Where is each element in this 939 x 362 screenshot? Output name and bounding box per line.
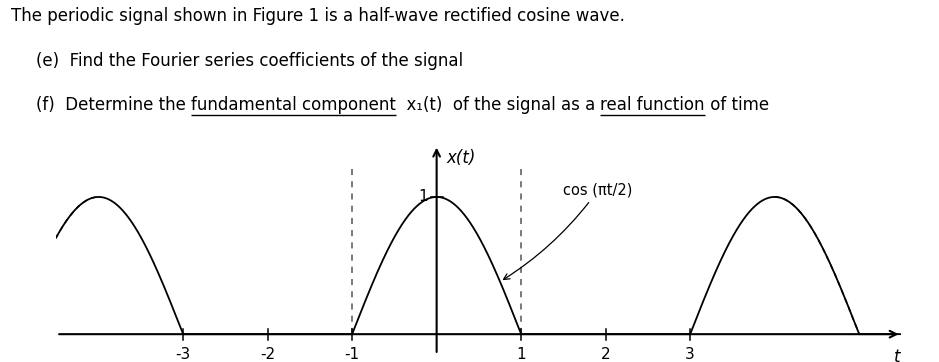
Text: fundamental component: fundamental component xyxy=(191,96,395,114)
Text: cos (πt/2): cos (πt/2) xyxy=(503,182,633,279)
Text: (e)  Find the Fourier series coefficients of the signal: (e) Find the Fourier series coefficients… xyxy=(36,52,463,70)
Text: x(t): x(t) xyxy=(447,148,476,167)
Text: of time: of time xyxy=(704,96,769,114)
Text: 3: 3 xyxy=(685,346,695,362)
Text: -3: -3 xyxy=(176,346,191,362)
Text: t: t xyxy=(894,348,901,362)
Text: real function: real function xyxy=(600,96,704,114)
Text: 1: 1 xyxy=(516,346,526,362)
Text: -2: -2 xyxy=(260,346,275,362)
Text: The periodic signal shown in Figure 1 is a half-wave rectified cosine wave.: The periodic signal shown in Figure 1 is… xyxy=(11,7,625,25)
Text: x₁(t)  of the signal as a: x₁(t) of the signal as a xyxy=(395,96,600,114)
Text: 2: 2 xyxy=(601,346,610,362)
Text: 1: 1 xyxy=(419,189,428,205)
Text: (f)  Determine the: (f) Determine the xyxy=(36,96,191,114)
Text: -1: -1 xyxy=(345,346,360,362)
